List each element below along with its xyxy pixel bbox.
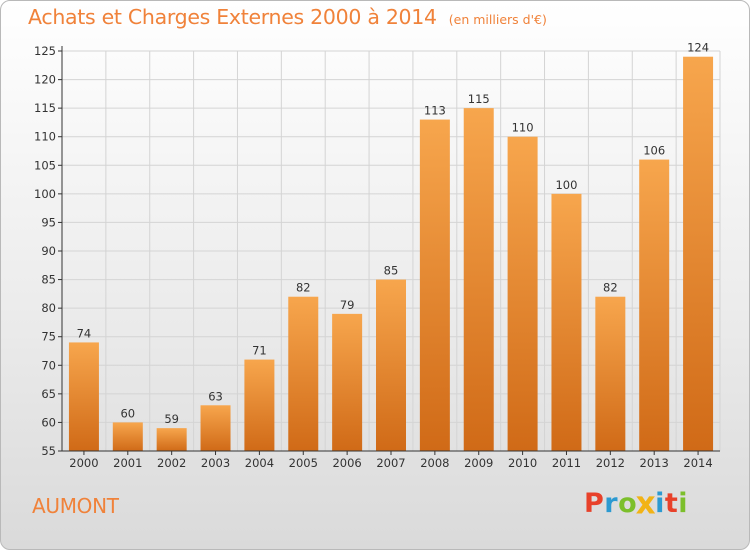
data-label-2009: 115: [468, 92, 490, 106]
data-label-2012: 82: [603, 281, 618, 295]
data-label-2011: 100: [555, 178, 577, 192]
bar-2000: [68, 342, 99, 451]
proxiti-logo: Proxiti: [584, 485, 689, 522]
bar-2012: [595, 296, 626, 451]
data-label-2004: 71: [252, 344, 267, 358]
bar-2007: [376, 279, 406, 451]
y-tick-label: 80: [41, 301, 56, 315]
data-label-2013: 106: [643, 144, 665, 158]
bar-2004: [244, 359, 275, 451]
x-tick-label-2003: 2003: [201, 456, 230, 470]
axes: 55 60 65 70 75 80 85 90 95 100 105 110 115 120 125 2000…: [34, 44, 720, 470]
data-label-2014: 124: [687, 41, 709, 55]
data-label-2010: 110: [512, 121, 534, 135]
data-label-2003: 63: [208, 389, 223, 403]
y-tick-label: 95: [41, 215, 56, 229]
data-label-2002: 59: [164, 412, 179, 426]
data-label-2006: 79: [340, 298, 355, 312]
bar-2006: [332, 313, 363, 451]
x-tick-label-2014: 2014: [683, 456, 712, 470]
commune-name: AUMONT: [32, 494, 119, 518]
x-tick-label-2011: 2011: [552, 456, 581, 470]
x-tick-label-2001: 2001: [113, 456, 142, 470]
x-tick-label-2006: 2006: [332, 456, 361, 470]
x-tick-label-2002: 2002: [157, 456, 186, 470]
x-tick-label-2009: 2009: [464, 456, 493, 470]
y-tick-label: 65: [41, 387, 56, 401]
x-tick-label-2004: 2004: [245, 456, 274, 470]
y-tick-label: 85: [41, 273, 56, 287]
y-tick-label: 110: [34, 130, 56, 144]
bar-2002: [156, 428, 187, 451]
data-label-2007: 85: [384, 264, 399, 278]
y-tick-label: 105: [34, 158, 56, 172]
y-tick-label: 70: [41, 358, 56, 372]
x-tick-label-2008: 2008: [420, 456, 449, 470]
bar-2008: [419, 119, 450, 452]
y-tick-label: 115: [34, 101, 56, 115]
y-tick-label: 90: [41, 244, 56, 258]
bar-2010: [507, 136, 538, 451]
x-tick-label-2010: 2010: [508, 456, 537, 470]
x-tick-label-2012: 2012: [596, 456, 625, 470]
bar-2011: [551, 193, 582, 451]
data-label-2008: 113: [424, 104, 446, 118]
y-tick-label: 55: [41, 444, 56, 458]
chart-title: Achats et Charges Externes 2000 à 2014 (e…: [28, 5, 547, 29]
y-tick-label: 60: [41, 415, 56, 429]
y-tick-label: 75: [41, 330, 56, 344]
x-tick-label-2005: 2005: [289, 456, 318, 470]
data-label-2005: 82: [296, 281, 311, 295]
bar-2003: [200, 405, 231, 451]
bar-2005: [288, 296, 319, 451]
data-labels: 74 60 59 63 71 82 79 85 113 115 110 100 82 106 124: [77, 41, 709, 426]
bars: [68, 56, 714, 452]
data-label-2000: 74: [77, 326, 92, 340]
x-tick-label-2013: 2013: [640, 456, 669, 470]
y-tick-label: 100: [34, 187, 56, 201]
x-tick-label-2000: 2000: [69, 456, 98, 470]
x-tick-label-2007: 2007: [376, 456, 405, 470]
bar-2013: [639, 159, 670, 452]
data-label-2001: 60: [120, 406, 135, 420]
bar-2001: [112, 422, 143, 451]
chart-subtitle: (en milliers d'€): [448, 12, 547, 27]
y-tick-label: 125: [34, 44, 56, 58]
bar-2009: [463, 108, 494, 452]
y-tick-label: 120: [34, 73, 56, 87]
title-text: Achats et Charges Externes 2000 à 2014: [28, 5, 437, 29]
bar-2014: [683, 56, 714, 451]
